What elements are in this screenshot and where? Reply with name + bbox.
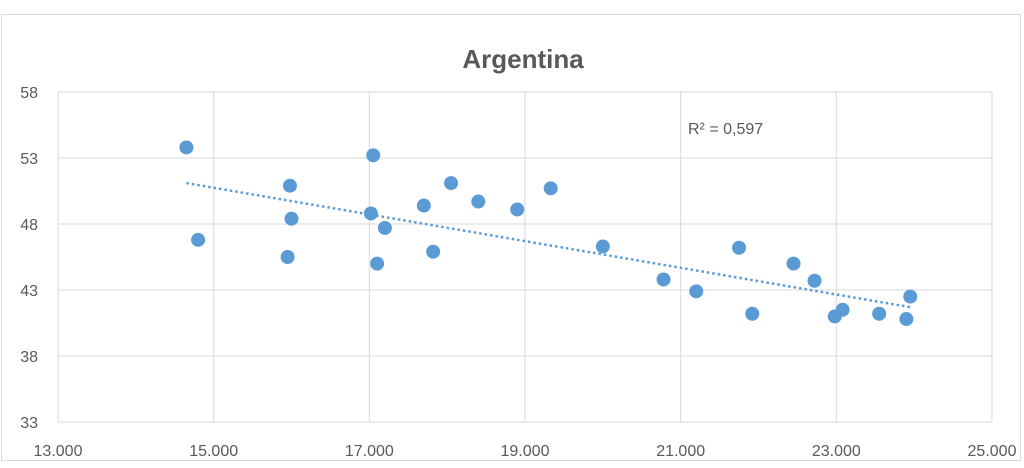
x-tick-label: 13.000 [34, 443, 83, 460]
data-point [471, 194, 486, 209]
y-tick-label: 58 [20, 85, 38, 102]
data-point [732, 240, 747, 255]
data-point [191, 232, 206, 247]
y-tick-label: 38 [20, 349, 38, 366]
data-point [416, 198, 431, 213]
x-tick-label: 17.000 [345, 443, 394, 460]
data-point [543, 181, 558, 196]
chart-title: Argentina [462, 44, 584, 74]
data-point [280, 250, 295, 264]
data-point [595, 239, 610, 254]
x-tick-label: 15.000 [189, 443, 238, 460]
data-point [689, 284, 704, 299]
r-squared-label: R² = 0,597 [688, 121, 763, 138]
x-tick-label: 19.000 [501, 443, 550, 460]
data-points [179, 140, 918, 327]
data-point [282, 178, 297, 193]
data-point [444, 176, 459, 191]
y-tick-label: 48 [20, 217, 38, 234]
gridlines [57, 91, 993, 423]
trendline-layer [186, 181, 911, 309]
data-point [363, 206, 378, 221]
data-point [903, 289, 918, 304]
y-tick-label: 43 [20, 283, 38, 300]
data-point [786, 256, 801, 271]
data-point [872, 306, 887, 321]
data-point [426, 244, 441, 259]
data-point [807, 273, 822, 288]
x-axis-ticks: 13.000 15.000 17.000 19.000 21.000 23.000 25.0… [34, 443, 1017, 460]
x-tick-label: 21.000 [656, 443, 705, 460]
y-tick-label: 53 [20, 151, 38, 168]
y-axis-ticks: 33 38 43 48 53 58 [20, 85, 38, 432]
data-point [179, 140, 194, 155]
trendline [186, 181, 911, 309]
data-point [284, 211, 299, 226]
data-point [377, 220, 392, 235]
data-point [366, 148, 381, 163]
data-point [899, 312, 914, 327]
x-tick-label: 25.000 [968, 443, 1017, 460]
y-tick-label: 33 [20, 415, 38, 432]
chart-border [1, 14, 1021, 461]
data-point [656, 272, 671, 287]
data-point [370, 256, 385, 271]
data-point [510, 202, 525, 217]
data-point [835, 302, 850, 317]
x-tick-label: 23.000 [812, 443, 861, 460]
data-point [745, 306, 760, 321]
